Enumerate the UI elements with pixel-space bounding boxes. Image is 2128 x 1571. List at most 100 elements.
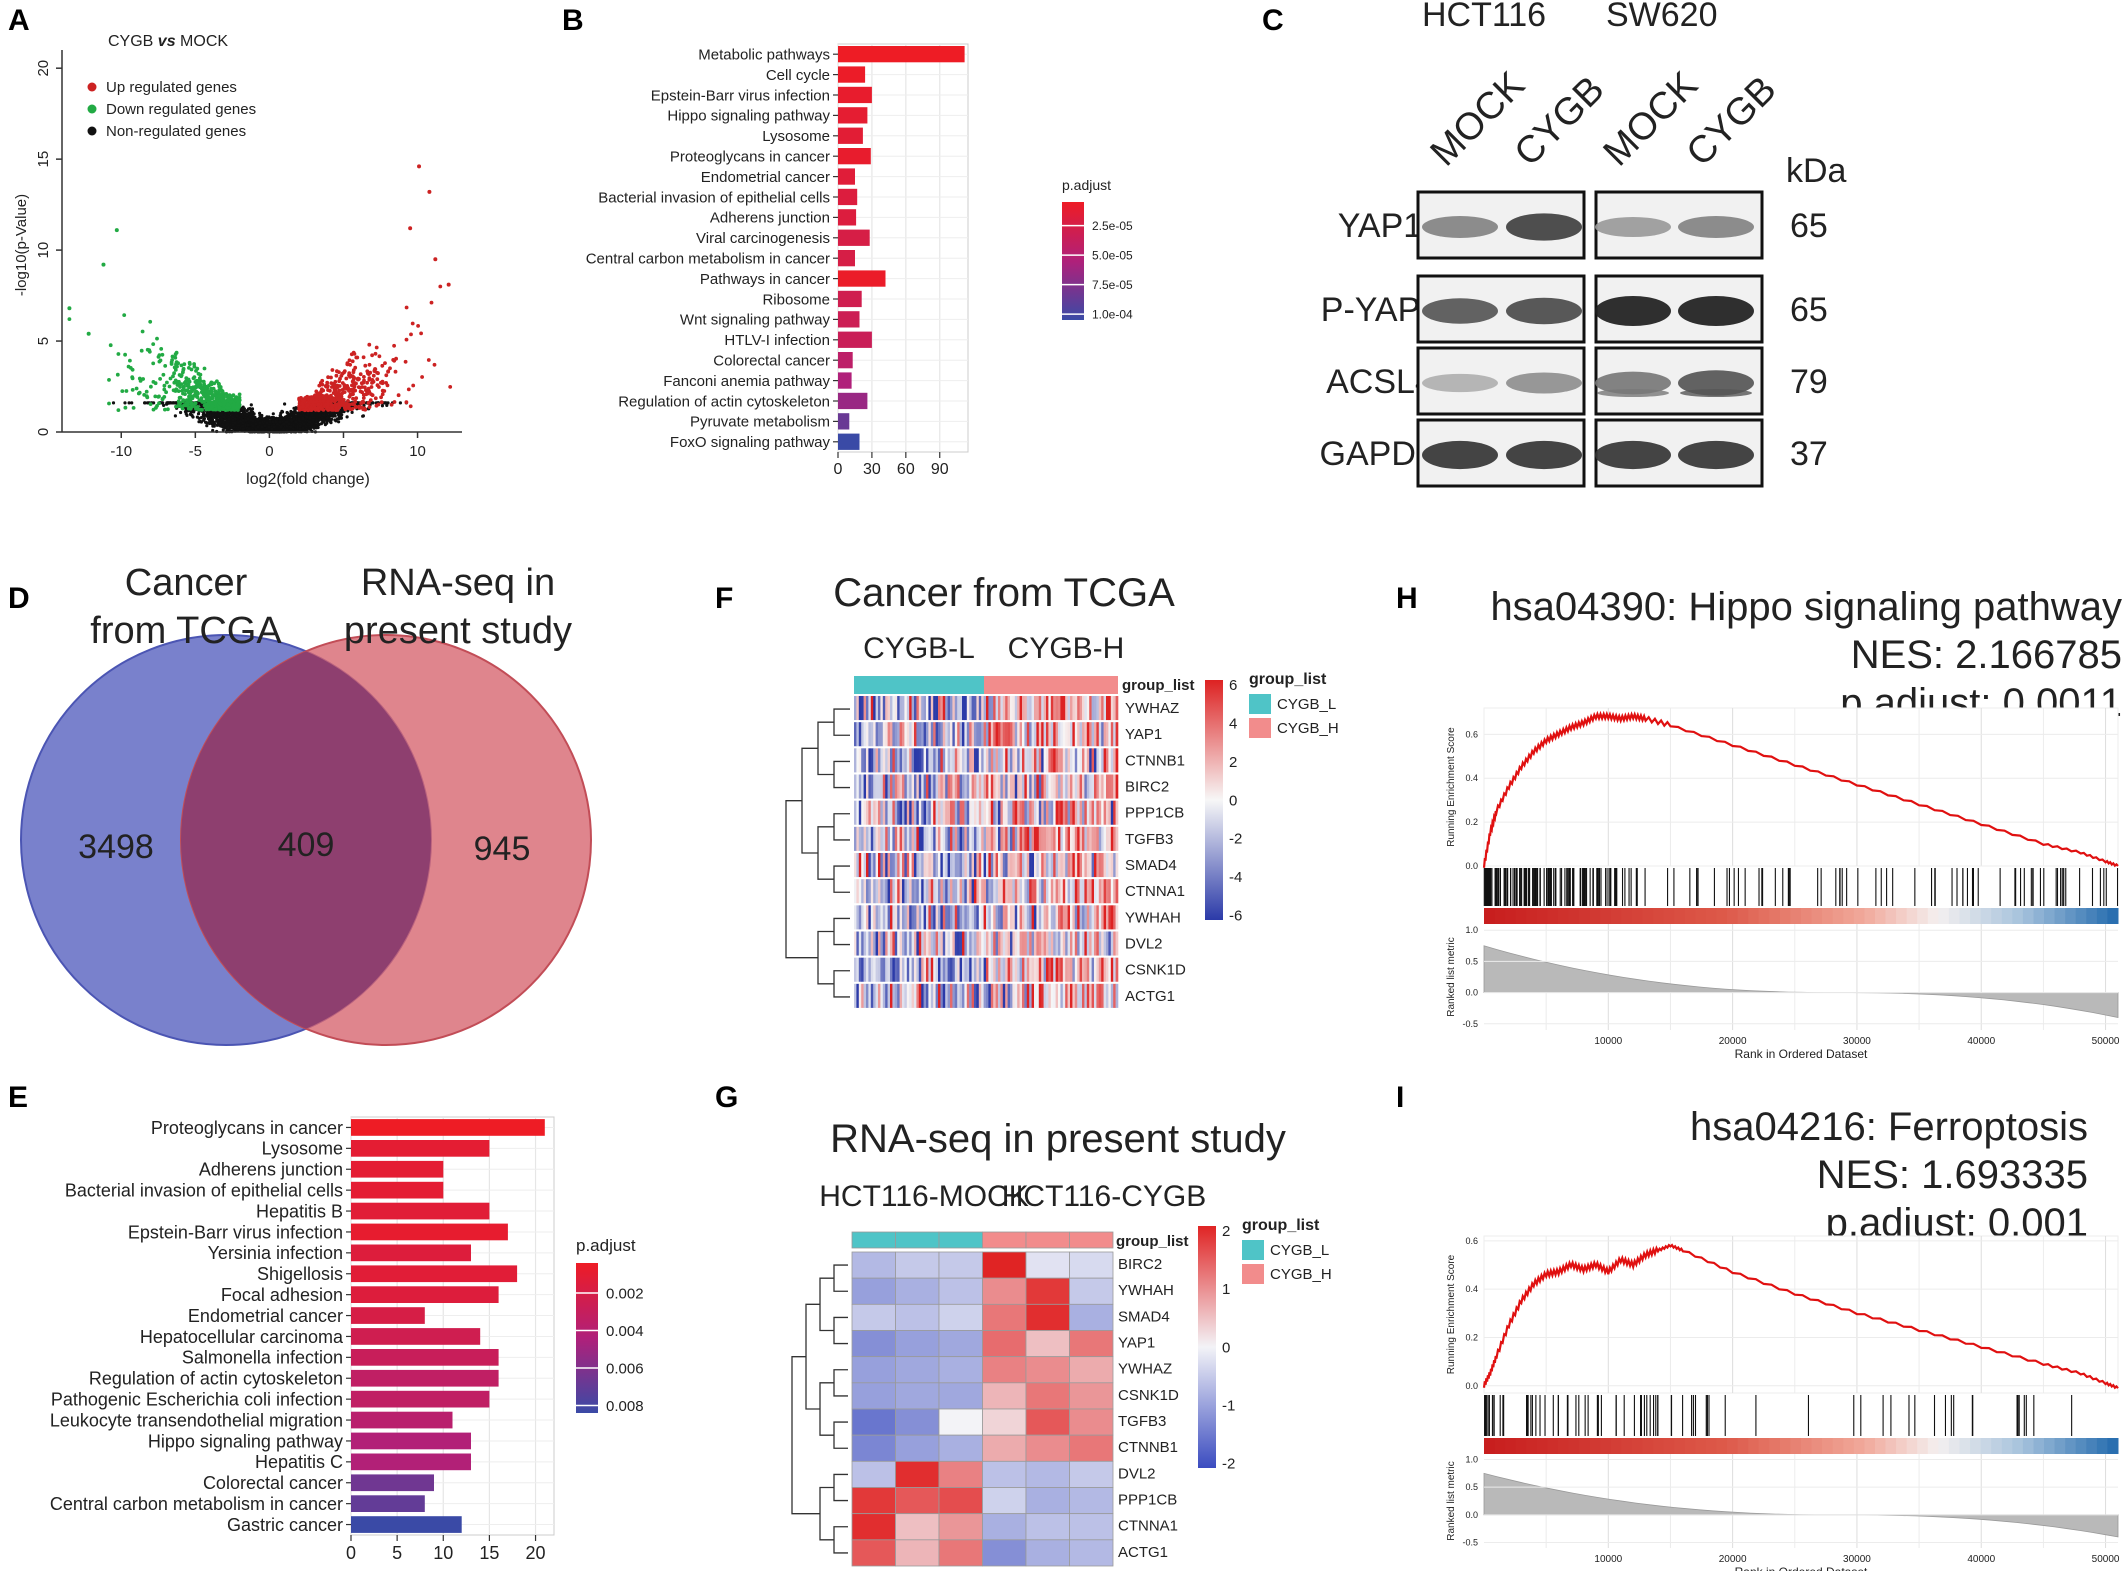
heatmap-cell [1043, 826, 1047, 851]
heatmap-cell [940, 696, 944, 721]
heatmap-cell [1089, 722, 1092, 747]
category-label: Shigellosis [257, 1264, 343, 1284]
down-regulated-point [116, 408, 121, 412]
heatmap-cell [933, 905, 936, 930]
heatmap-cell [993, 905, 996, 930]
heatmap-cell [995, 853, 999, 878]
heatmap-cell [1053, 853, 1056, 878]
heatmap-cell [981, 879, 984, 904]
down-regulated-point [120, 389, 125, 393]
down-regulated-point [225, 406, 230, 410]
legend-tick-label: 1.0e-04 [1092, 307, 1133, 321]
heatmap-cell [954, 879, 958, 904]
heatmap-cell [875, 826, 879, 851]
bar [838, 250, 855, 267]
x-tick-label: 60 [897, 461, 915, 478]
heatmap-cell [878, 774, 881, 799]
down-regulated-point [219, 402, 224, 407]
heatmap-cell [1089, 879, 1092, 904]
heatmap-cell [1067, 826, 1071, 851]
non-regulated-point [287, 415, 292, 419]
up-regulated-point [396, 393, 401, 398]
up-regulated-point [330, 368, 335, 372]
heatmap-cell [1065, 696, 1068, 721]
heatmap-cell [1002, 722, 1006, 747]
heatmap-cell [1050, 853, 1054, 878]
heatmap-cell [1096, 748, 1100, 773]
heatmap-cell [1041, 879, 1044, 904]
category-label: Hepatitis B [256, 1201, 343, 1221]
heatmap-cell [880, 748, 884, 773]
heatmap-cell [911, 722, 915, 747]
heatmap-cell [1017, 826, 1020, 851]
heatmap-cell [868, 800, 872, 825]
heatmap-cell [854, 905, 857, 930]
heatmap-cell [1019, 879, 1023, 904]
non-regulated-point [301, 426, 305, 430]
heatmap-cell [1072, 800, 1076, 825]
heatmap-cell [1091, 696, 1095, 721]
heatmap-cell [882, 748, 886, 773]
heatmap-cell [1110, 696, 1114, 721]
heatmap-cell [986, 905, 989, 930]
heatmap-cell [1086, 800, 1090, 825]
down-regulated-point [169, 362, 174, 366]
bar [838, 311, 860, 328]
heatmap-cell [959, 826, 963, 851]
heatmap-cell [926, 931, 929, 956]
heatmap-cell [952, 905, 956, 930]
heatmap-cell [1108, 879, 1112, 904]
heatmap-cell [1002, 879, 1006, 904]
heatmap-cell [1000, 774, 1004, 799]
heatmap-cell [868, 905, 872, 930]
non-regulated-point [302, 422, 306, 426]
heatmap-cell [873, 853, 876, 878]
bar [351, 1244, 471, 1262]
heatmap-cell [902, 722, 905, 747]
up-regulated-point [345, 361, 350, 366]
heatmap-cell [1017, 748, 1020, 773]
bar [351, 1307, 425, 1324]
heatmap-cell [894, 853, 898, 878]
heatmap-cell [1065, 774, 1068, 799]
down-regulated-point [136, 391, 141, 396]
heatmap-cell [978, 853, 982, 878]
heatmap-cell [1000, 826, 1004, 851]
heatmap-cell [990, 800, 994, 825]
heatmap-cell [1036, 853, 1040, 878]
non-regulated-point [297, 413, 301, 417]
down-regulated-point [209, 386, 214, 391]
heatmap-cell [1086, 826, 1090, 851]
category-label: Lysosome [762, 128, 830, 145]
up-regulated-point [367, 342, 372, 347]
non-regulated-point [258, 421, 262, 425]
bar [351, 1349, 499, 1366]
heatmap-cell [1048, 748, 1052, 773]
kda-unit-label: kDa [1786, 152, 1847, 190]
heatmap-cell [974, 879, 977, 904]
heatmap-cell [1070, 826, 1073, 851]
heatmap-cell [938, 905, 941, 930]
protein-size-label: 79 [1790, 363, 1828, 401]
heatmap-cell [1103, 826, 1107, 851]
protein-band [1595, 440, 1671, 470]
down-regulated-point [195, 366, 200, 371]
non-regulated-point [256, 425, 260, 429]
heatmap-cell [904, 722, 908, 747]
heatmap-cell [942, 853, 946, 878]
heatmap-cell [971, 879, 975, 904]
down-regulated-point [128, 366, 133, 370]
non-regulated-point [254, 422, 258, 426]
heatmap-gene-label: TGFB3 [1125, 831, 1173, 848]
down-regulated-point [217, 388, 222, 393]
heatmap-cell [952, 748, 956, 773]
heatmap-cell [1002, 696, 1006, 721]
category-label: Colorectal cancer [713, 352, 830, 369]
heatmap-cell [940, 879, 944, 904]
heatmap-cell [856, 748, 860, 773]
heatmap-cell [875, 905, 879, 930]
heatmap-cell [892, 774, 896, 799]
heatmap-cell [1036, 722, 1040, 747]
heatmap-cell [998, 696, 1001, 721]
